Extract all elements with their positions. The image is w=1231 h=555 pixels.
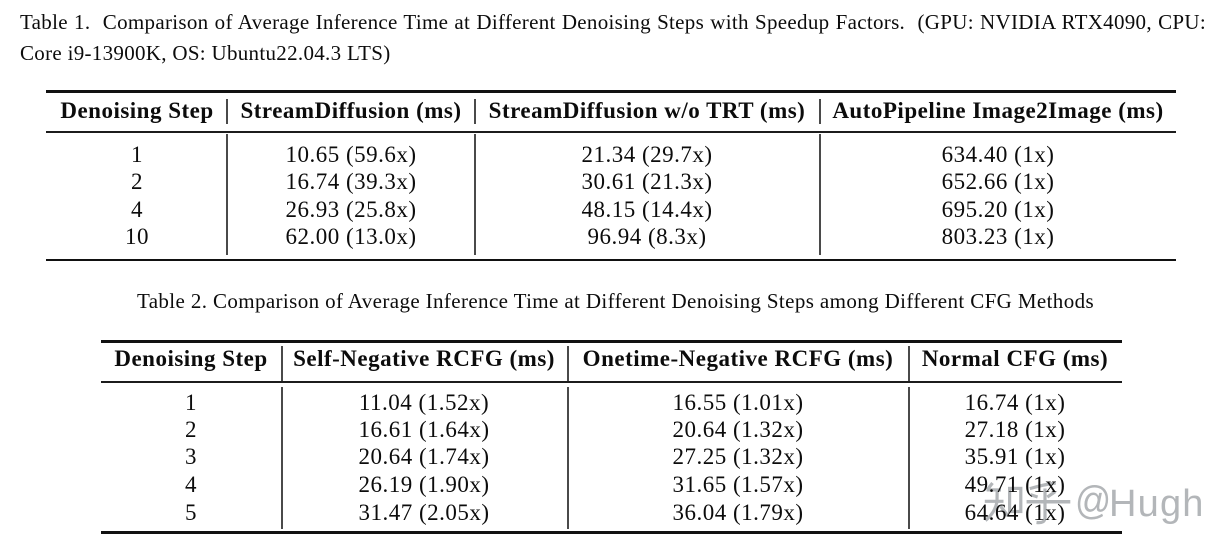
svg-text:@: @	[1075, 479, 1111, 523]
svg-text:Hugh: Hugh	[1109, 483, 1205, 525]
